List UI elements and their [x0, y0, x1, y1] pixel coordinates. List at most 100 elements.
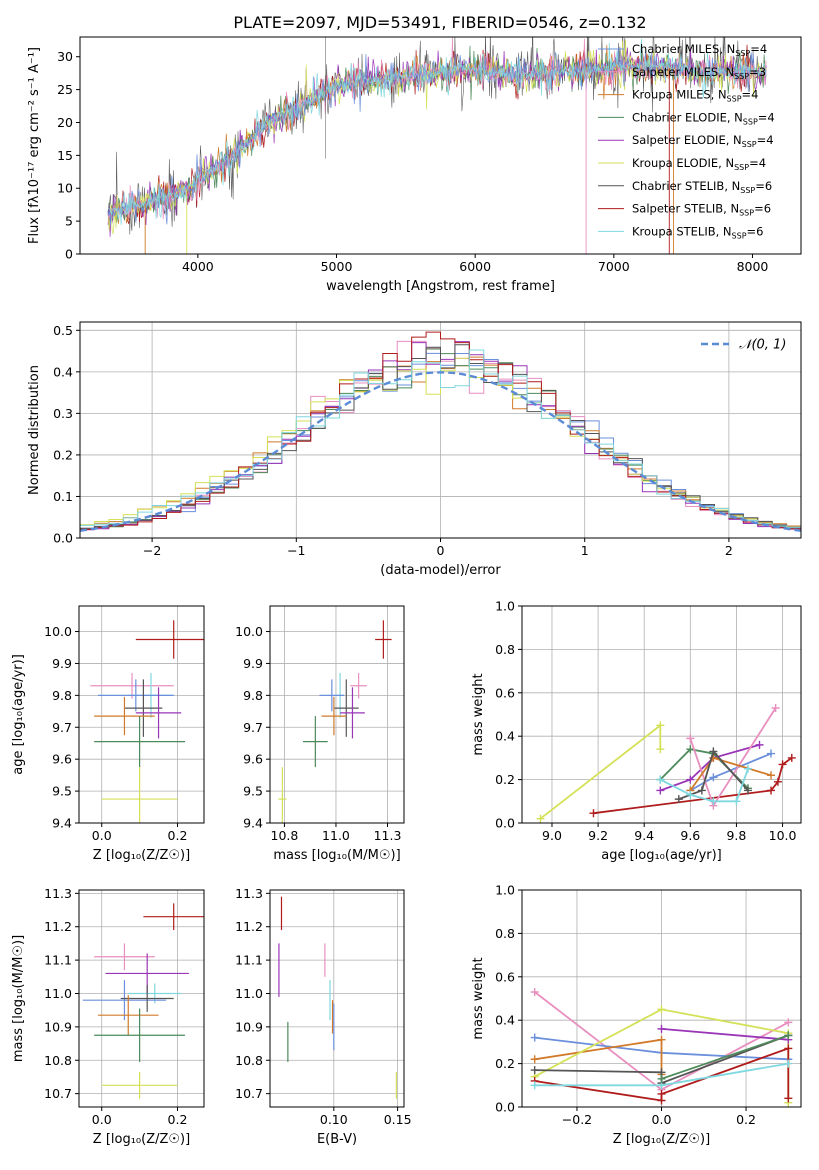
weight-marker: [773, 777, 782, 786]
weight-series: [593, 757, 793, 815]
y-tick-label: 9.8: [52, 688, 72, 703]
histogram-series: [80, 331, 801, 538]
y-axis-label: mass weight: [471, 957, 486, 1039]
weight-marker: [709, 773, 718, 782]
chart-spectrum: 4000 5000 6000 7000 8000 0 5 10 15 20 25 30 waveleng…: [27, 36, 802, 294]
legend-label: Chabrier STELIB, NSSP=6: [632, 179, 772, 195]
weight-marker: [656, 775, 665, 784]
weight-marker: [767, 786, 776, 795]
weight-marker: [778, 760, 787, 769]
x-axis-label: wavelength [Angstrom, rest frame]: [326, 279, 555, 294]
weight-marker: [657, 1005, 666, 1014]
x-tick-label: 9.6: [680, 828, 700, 843]
weight-marker: [767, 771, 776, 780]
x-tick-label: 0.2: [168, 828, 188, 843]
weight-marker: [657, 1074, 666, 1083]
weight-marker: [697, 786, 706, 795]
weight-marker: [732, 797, 741, 806]
weight-marker: [657, 1024, 666, 1033]
y-tick-label: 10.9: [235, 1019, 263, 1034]
x-tick-label: 11.3: [374, 828, 402, 843]
axes-frame: [78, 605, 205, 824]
weight-marker: [767, 749, 776, 758]
figure-title: PLATE=2097, MJD=53491, FIBERID=0546, z=0…: [233, 13, 646, 32]
y-tick-label: 9.9: [243, 656, 263, 671]
chart-mass-vs-metallicity: 0.0 0.2 10.7 10.8 10.9 11.0 11.1 11.2 11.3 Z [log…: [11, 886, 205, 1147]
axes-frame: [78, 889, 205, 1108]
weight-series: [659, 744, 760, 792]
plot-area: [536, 703, 796, 823]
legend-label: 𝒩(0, 1): [739, 338, 786, 353]
y-tick-label: 0.6: [495, 969, 515, 984]
y-tick-label: 0.5: [53, 323, 73, 338]
legend-label: Kroupa MILES, NSSP=4: [632, 88, 758, 104]
x-axis-label: mass [log₁₀(M/M☉)]: [273, 848, 400, 863]
y-tick-label: 0.3: [53, 406, 73, 421]
y-tick-label: 0: [65, 247, 73, 262]
y-tick-label: 11.2: [235, 919, 263, 934]
y-tick-label: 11.3: [235, 886, 263, 901]
x-tick-label: 9.4: [634, 828, 654, 843]
y-tick-label: 0.6: [495, 685, 515, 700]
y-tick-label: 10.8: [235, 1053, 263, 1068]
y-tick-label: 10.7: [235, 1086, 263, 1101]
x-tick-label: −2: [143, 543, 161, 558]
weight-marker: [784, 1094, 793, 1103]
chart-mass-weight-vs-metallicity: −0.2 0.0 0.2 0.0 0.2 0.4 0.6 0.8 1.0 Z [log₁₀(Z/Z…: [471, 883, 802, 1147]
x-tick-label: 0.2: [168, 1112, 188, 1127]
y-tick-label: 11.0: [235, 986, 263, 1001]
x-tick-label: 1: [581, 543, 589, 558]
y-tick-label: 0.2: [53, 447, 73, 462]
x-axis-label: Z [log₁₀(Z/Z☉)]: [93, 848, 190, 863]
x-tick-label: 11.0: [322, 828, 350, 843]
weight-marker: [787, 753, 796, 762]
x-tick-label: 8000: [737, 259, 769, 274]
spectrum-line: [107, 48, 767, 226]
y-axis-label: Flux [fλ10⁻¹⁷ erg cm⁻² s⁻¹ A⁻¹]: [27, 47, 42, 244]
y-tick-label: 10.7: [44, 1086, 72, 1101]
weight-marker: [589, 809, 598, 818]
x-tick-label: 4000: [182, 259, 214, 274]
x-tick-label: 0.0: [652, 1112, 672, 1127]
chart-mass-weight-vs-age: 9.0 9.2 9.4 9.6 9.8 10.0 0.0 0.2 0.4 0.6 0.8 1.0 age…: [471, 599, 802, 863]
weight-marker: [657, 1035, 666, 1044]
x-tick-label: 10.0: [769, 828, 797, 843]
y-tick-label: 0.0: [495, 1100, 515, 1115]
weight-marker: [536, 814, 545, 823]
y-tick-label: 1.0: [495, 599, 515, 614]
y-tick-label: 0.0: [53, 531, 73, 546]
y-tick-label: 30: [57, 49, 73, 64]
weight-series: [661, 1028, 789, 1041]
weight-marker: [709, 797, 718, 806]
y-tick-label: 0.2: [495, 772, 515, 787]
x-axis-label: E(B-V): [317, 1132, 357, 1147]
x-tick-label: 9.8: [726, 828, 746, 843]
y-axis-label: mass [log₁₀(M/M☉)]: [11, 935, 26, 1062]
x-axis-label: Z [log₁₀(Z/Z☉)]: [93, 1132, 190, 1147]
x-tick-label: 5000: [321, 259, 353, 274]
y-tick-label: 9.6: [52, 752, 72, 767]
weight-marker: [709, 747, 718, 756]
weight-series: [539, 723, 662, 820]
y-tick-label: 9.5: [243, 784, 263, 799]
legend-label: Salpeter ELODIE, NSSP=4: [632, 133, 774, 149]
spectrum-line: [107, 37, 767, 220]
axes-frame: [269, 889, 405, 1108]
weight-marker: [784, 1018, 793, 1027]
histogram-series: [80, 344, 801, 538]
x-tick-label: 0.2: [736, 1112, 756, 1127]
y-axis-label: age [log₁₀(age/yr)]: [11, 654, 26, 775]
y-tick-label: 10.0: [235, 624, 263, 639]
y-tick-label: 9.5: [52, 784, 72, 799]
y-tick-label: 9.6: [243, 752, 263, 767]
weight-marker: [657, 1089, 666, 1098]
y-tick-label: 9.7: [52, 720, 72, 735]
chart-age-vs-metallicity: 0.0 0.2 9.4 9.5 9.6 9.7 9.8 9.9 10.0 Z [log₁₀(Z/Z…: [11, 605, 205, 863]
y-tick-label: 10.8: [44, 1053, 72, 1068]
y-tick-label: 20: [57, 115, 73, 130]
plot-area: [530, 987, 793, 1107]
y-tick-label: 10.9: [44, 1019, 72, 1034]
normal-reference-curve: [80, 371, 801, 532]
x-axis-label: age [log₁₀(age/yr)]: [601, 848, 722, 863]
